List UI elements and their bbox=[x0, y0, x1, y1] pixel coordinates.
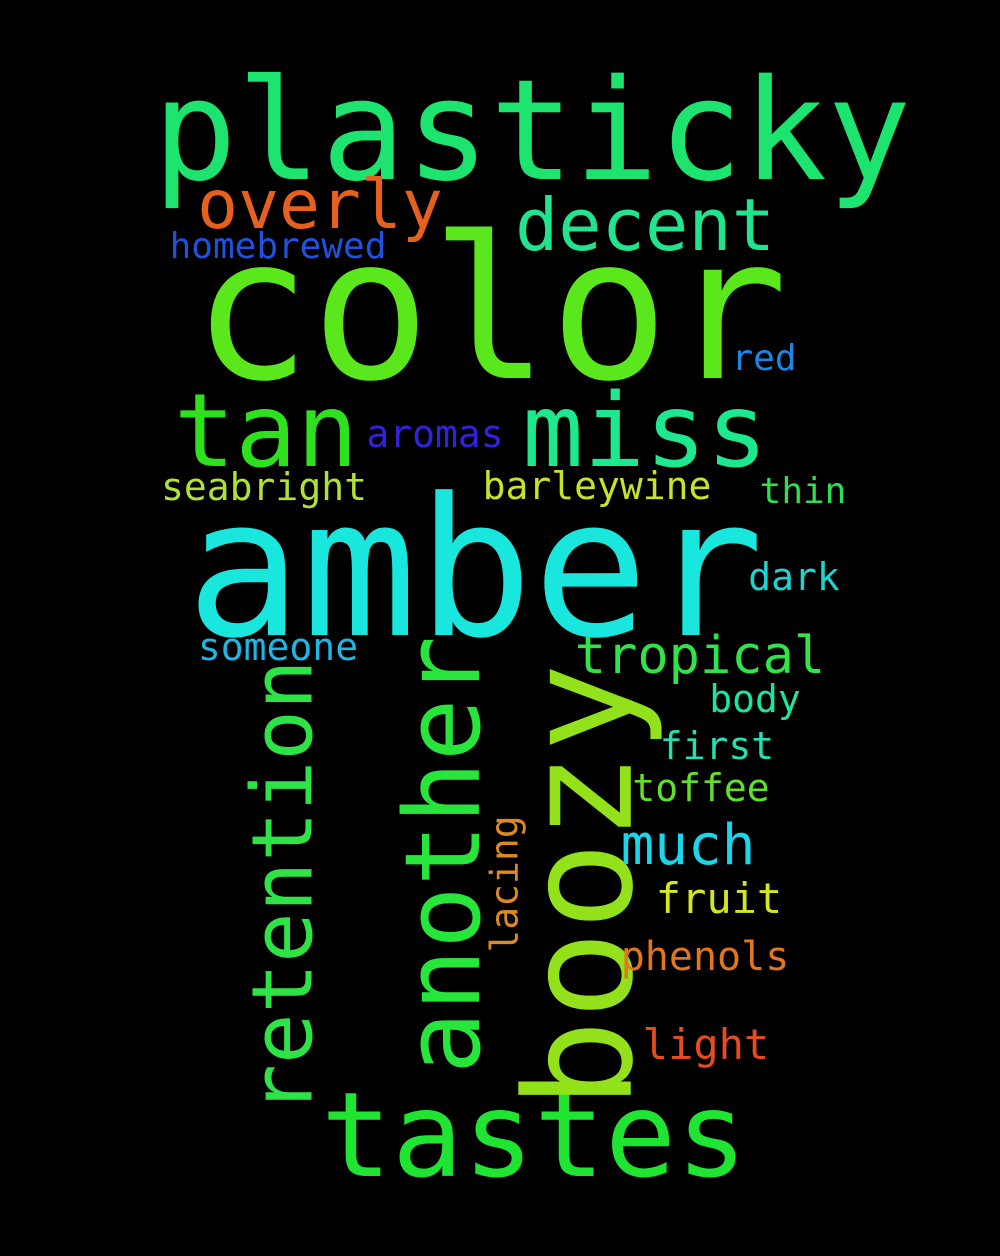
word-dark: dark bbox=[748, 555, 840, 599]
word-retention: retention bbox=[234, 659, 332, 1115]
word-miss: miss bbox=[522, 372, 768, 491]
word-homebrewed: homebrewed bbox=[169, 226, 387, 267]
word-first: first bbox=[659, 724, 775, 768]
word-someone: someone bbox=[197, 625, 359, 669]
word-red: red bbox=[731, 338, 797, 379]
word-body: body bbox=[709, 677, 801, 721]
word-light: light bbox=[642, 1020, 770, 1069]
word-another: another bbox=[381, 635, 504, 1075]
word-boozy: boozy bbox=[494, 663, 666, 1109]
word-thin: thin bbox=[759, 471, 847, 512]
word-much: much bbox=[620, 813, 756, 878]
word-lacing: lacing bbox=[483, 815, 527, 953]
word-amber: amber bbox=[186, 458, 764, 681]
word-plasticky: plasticky bbox=[152, 50, 912, 213]
word-aromas: aromas bbox=[366, 412, 504, 456]
word-overly: overly bbox=[197, 166, 443, 245]
word-tropical: tropical bbox=[574, 626, 826, 686]
word-toffee: toffee bbox=[632, 766, 770, 810]
word-phenols: phenols bbox=[620, 934, 790, 980]
word-seabright: seabright bbox=[161, 465, 367, 509]
word-tastes: tastes bbox=[320, 1066, 748, 1204]
word-fruit: fruit bbox=[655, 874, 783, 923]
word-barleywine: barleywine bbox=[482, 464, 712, 508]
word-tan: tan bbox=[173, 372, 359, 491]
word-color: color bbox=[191, 194, 789, 425]
word-decent: decent bbox=[514, 183, 776, 267]
